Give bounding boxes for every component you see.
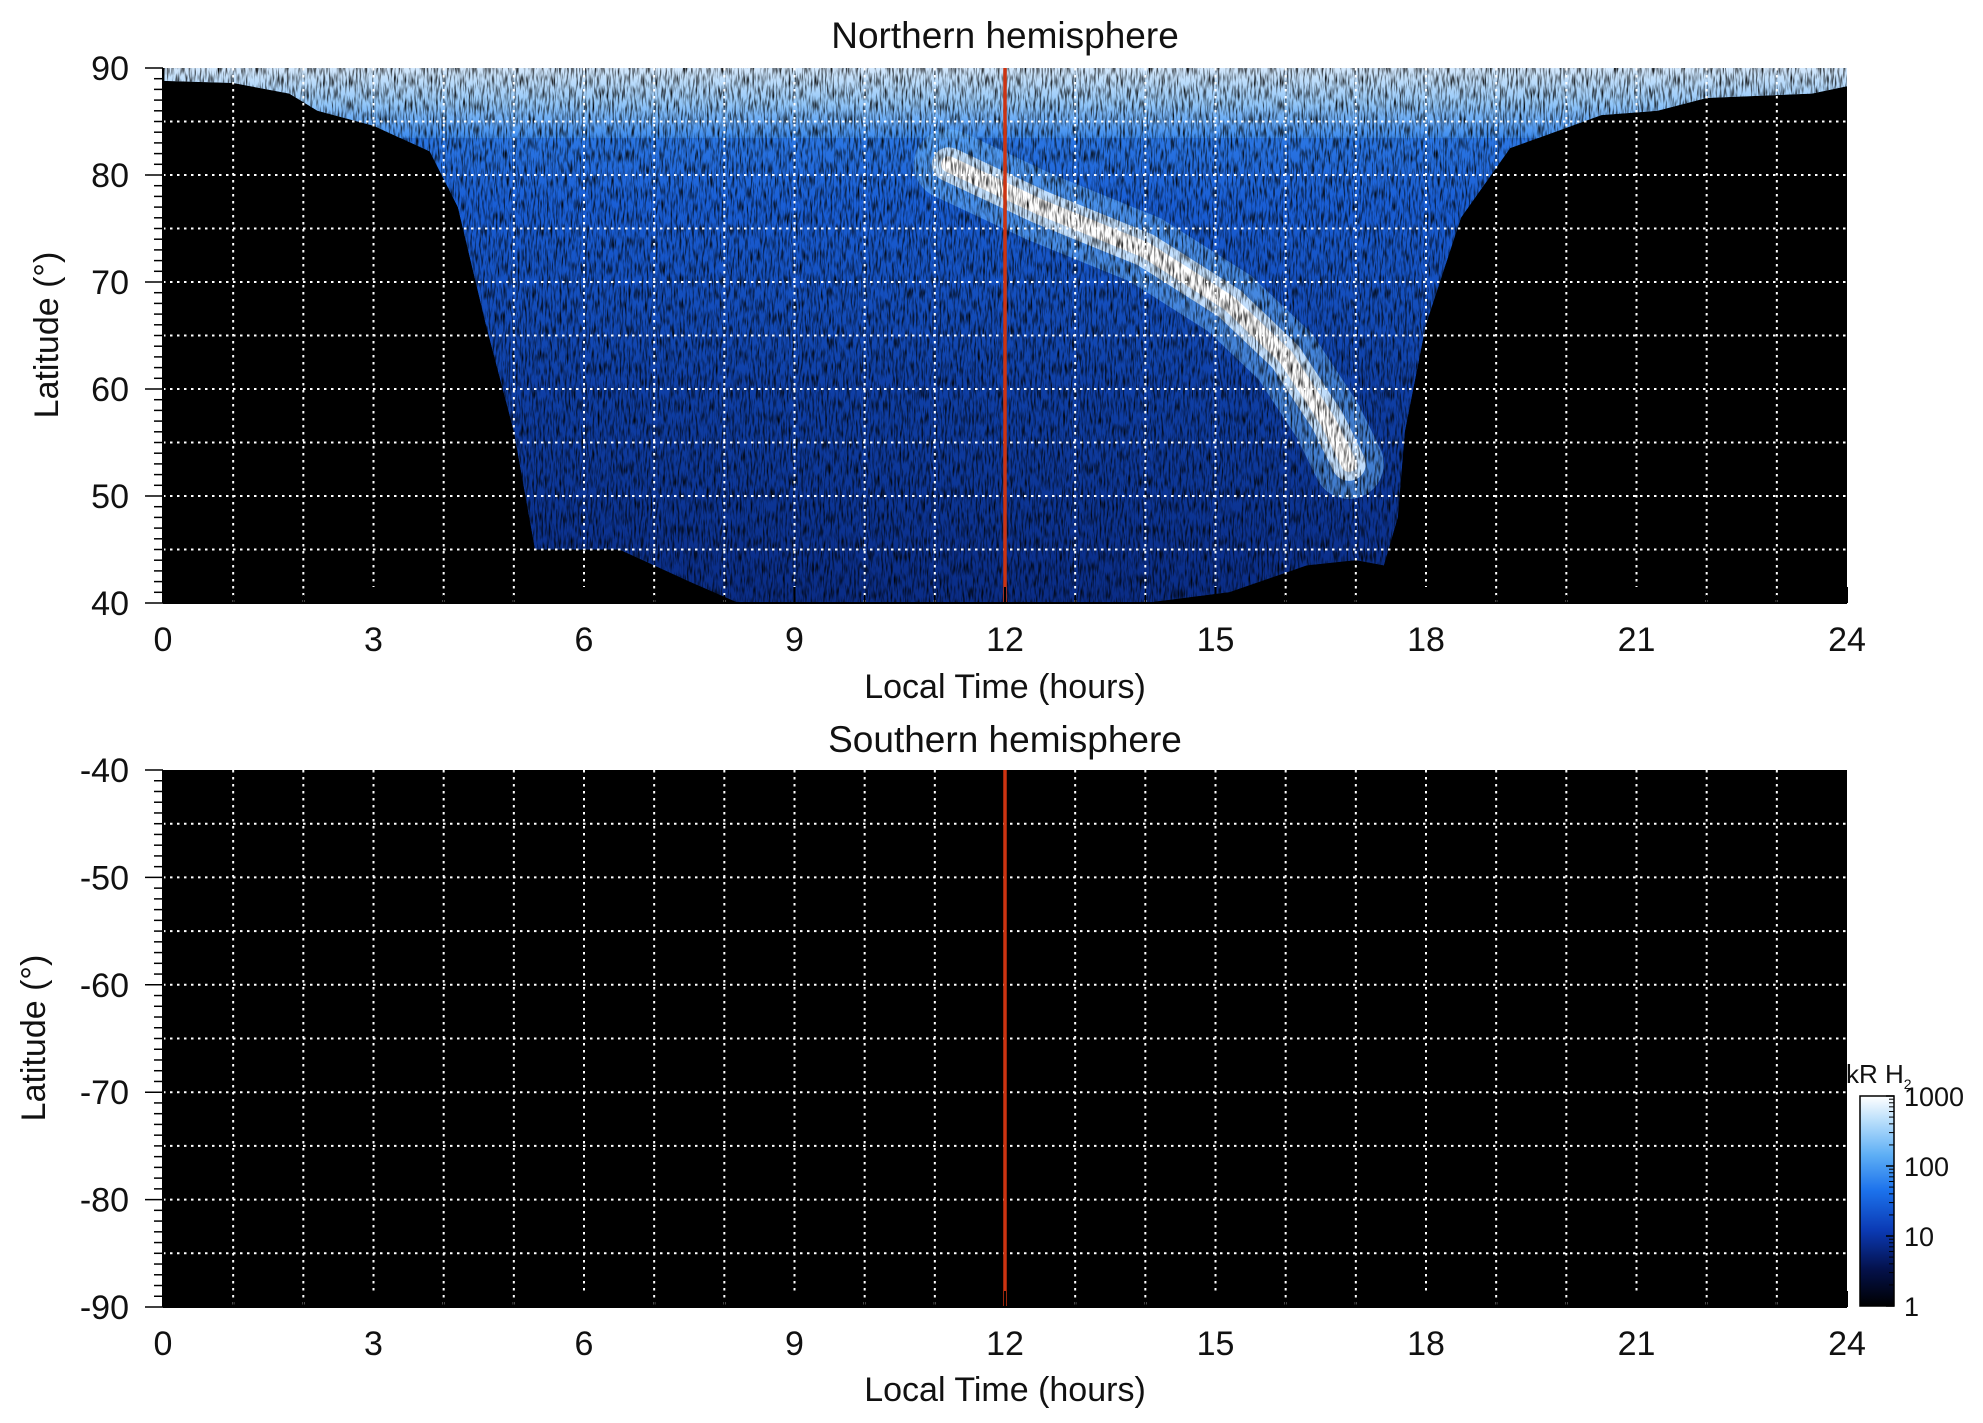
northern-x-tick-label: 9: [785, 621, 804, 659]
southern-x-tick-label: 3: [364, 1325, 383, 1363]
southern-x-tick-label: 9: [785, 1325, 804, 1363]
southern-panel: Southern hemisphere 0 3 6 9 12 15 18 21 24 -40 -50…: [15, 719, 1866, 1409]
northern-x-tick-label: 6: [575, 621, 594, 659]
southern-x-tick-label: 24: [1828, 1325, 1866, 1363]
colorbar: kR H2 1000 100 10 1: [1846, 1059, 1964, 1322]
colorbar-tick-label: 1: [1904, 1292, 1919, 1322]
colorbar-label: kR H2: [1846, 1059, 1912, 1092]
southern-x-tick-label: 15: [1197, 1325, 1235, 1363]
southern-y-tick-label: -50: [80, 859, 129, 897]
northern-y-tick-label: 90: [91, 50, 129, 88]
northern-x-tick-label: 3: [364, 621, 383, 659]
northern-x-tick-label: 12: [986, 621, 1024, 659]
southern-x-tick-label: 21: [1618, 1325, 1656, 1363]
northern-x-tick-label: 15: [1197, 621, 1235, 659]
colorbar-tick-label: 100: [1904, 1152, 1949, 1182]
colorbar-label-subscript: 2: [1904, 1076, 1912, 1092]
northern-x-tick-label: 0: [154, 621, 173, 659]
colorbar-gradient: [1859, 1095, 1895, 1307]
northern-y-axis-label: Latitude (°): [28, 252, 66, 419]
northern-y-tick-label: 50: [91, 478, 129, 516]
southern-x-tick-label: 0: [154, 1325, 173, 1363]
northern-y-tick-label: 70: [91, 264, 129, 302]
southern-y-tick-label: -60: [80, 967, 129, 1005]
southern-axes: 0 3 6 9 12 15 18 21 24 -40 -50 -60 -70 -80 -90: [80, 752, 1866, 1363]
northern-y-tick-label: 60: [91, 371, 129, 409]
northern-x-tick-label: 24: [1828, 621, 1866, 659]
southern-y-tick-label: -40: [80, 752, 129, 790]
northern-y-tick-label: 40: [91, 585, 129, 623]
colorbar-label-main: kR H: [1846, 1059, 1904, 1089]
southern-panel-title: Southern hemisphere: [828, 719, 1182, 760]
southern-x-axis-label: Local Time (hours): [864, 1371, 1146, 1409]
southern-x-tick-label: 12: [986, 1325, 1024, 1363]
northern-panel: Northern hemisphere 0 3 6 9 12 15 18 21 24 40 50 60…: [28, 15, 1866, 706]
southern-x-tick-label: 6: [575, 1325, 594, 1363]
southern-y-tick-label: -90: [80, 1289, 129, 1327]
northern-axes: 0 3 6 9 12 15 18 21 24 40 50 60 70 80 90: [91, 50, 1866, 659]
southern-y-axis-label: Latitude (°): [15, 955, 53, 1122]
colorbar-tick-label: 10: [1904, 1222, 1934, 1252]
northern-x-tick-label: 18: [1407, 621, 1445, 659]
southern-y-tick-label: -80: [80, 1182, 129, 1220]
colorbar-tick-label: 1000: [1904, 1082, 1964, 1112]
southern-x-tick-label: 18: [1407, 1325, 1445, 1363]
northern-x-tick-label: 21: [1618, 621, 1656, 659]
colorbar-ticks: 1000 100 10 1: [1886, 1082, 1964, 1322]
northern-y-tick-label: 80: [91, 157, 129, 195]
northern-x-axis-label: Local Time (hours): [864, 668, 1146, 706]
southern-y-tick-label: -70: [80, 1074, 129, 1112]
northern-panel-title: Northern hemisphere: [831, 15, 1179, 56]
